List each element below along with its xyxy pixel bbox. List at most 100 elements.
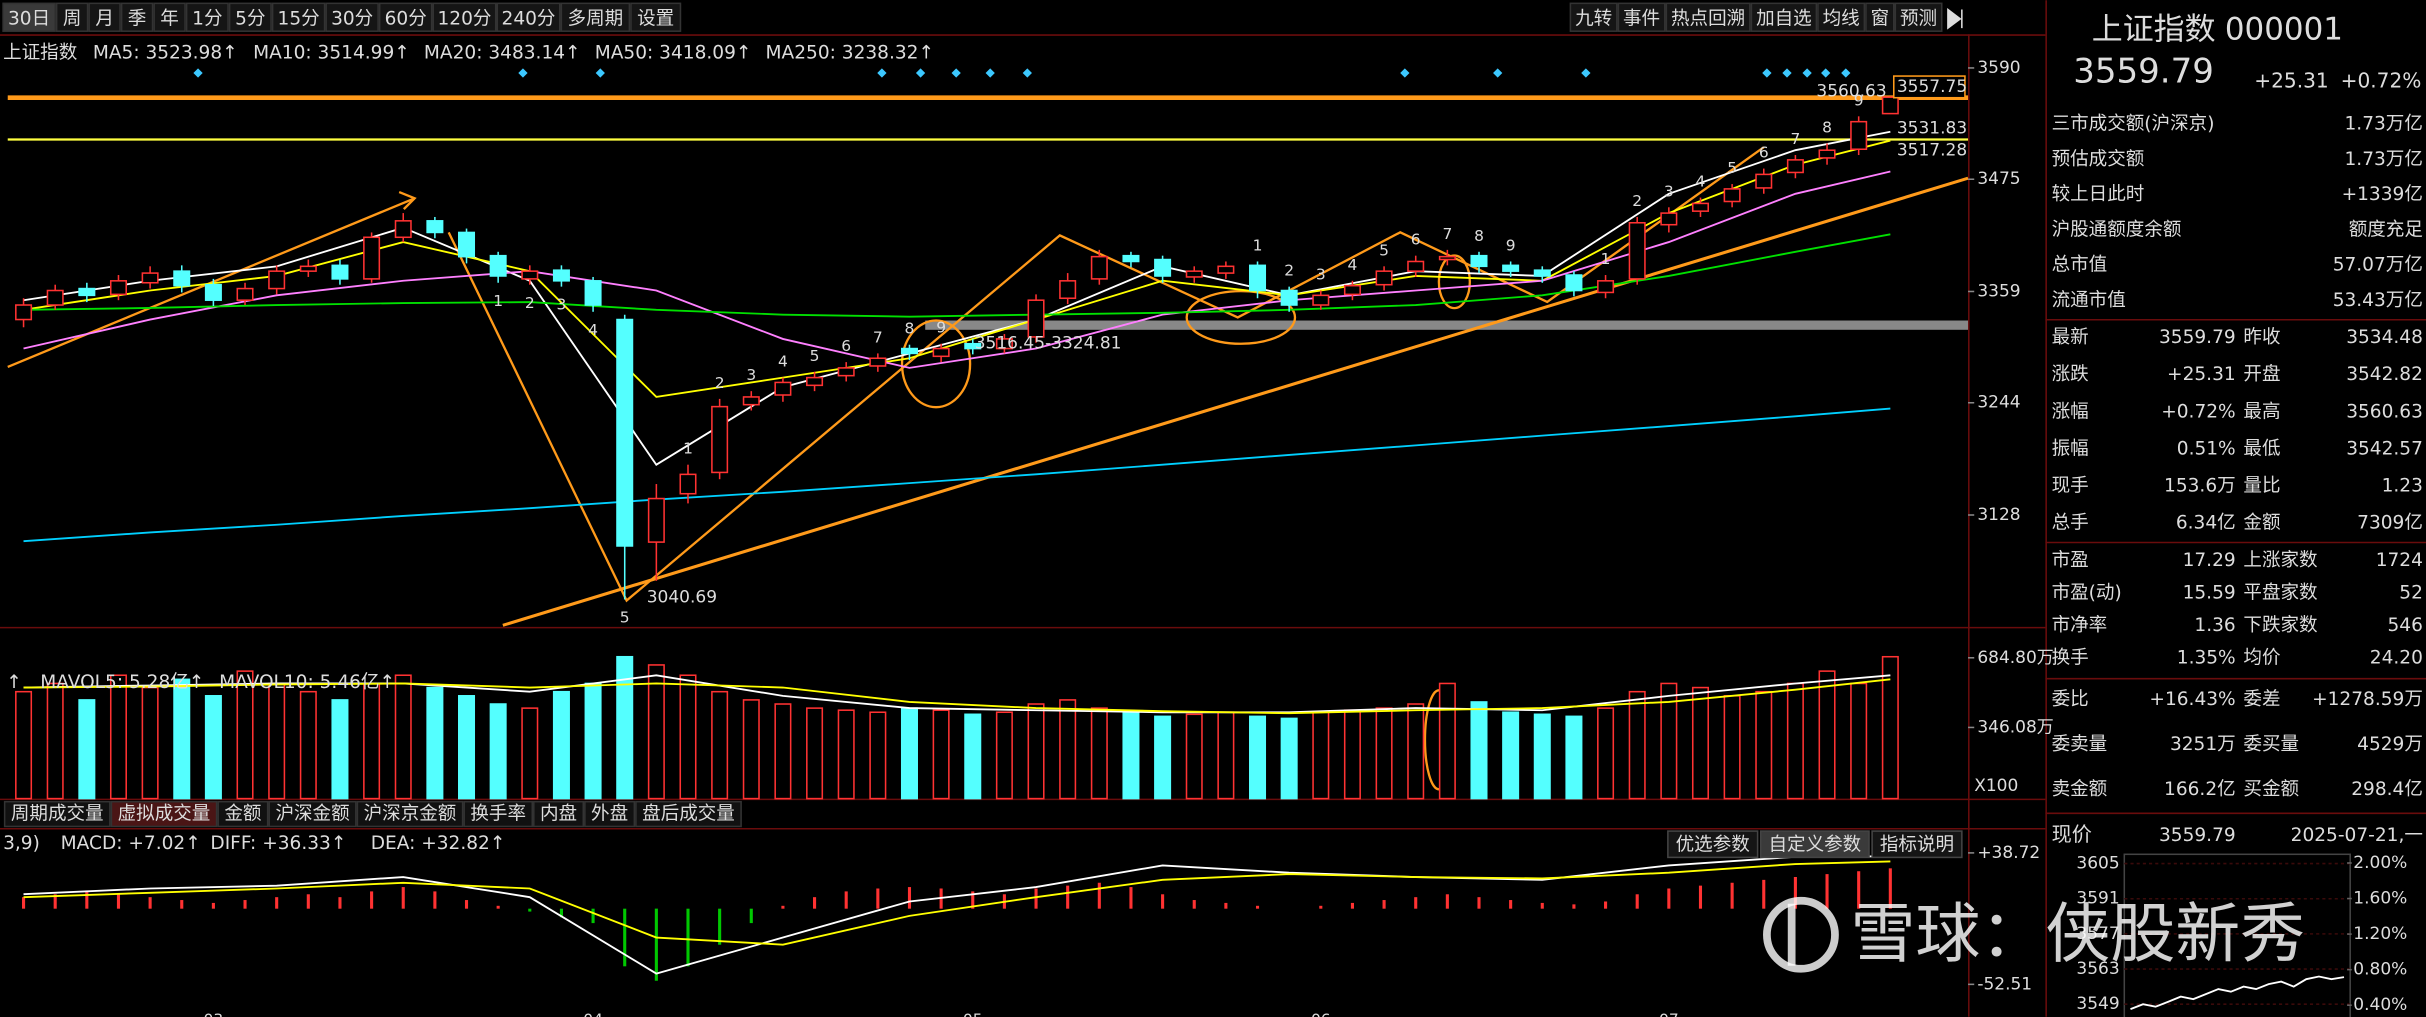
- signal-diamonds: [193, 68, 1851, 78]
- tool-button[interactable]: [1665, 2, 1751, 32]
- candle-body: [837, 367, 855, 377]
- candle-body: [141, 272, 159, 284]
- quote-value: 546: [2387, 615, 2422, 636]
- period-button[interactable]: [378, 2, 433, 32]
- quote-value: +1339亿: [2342, 184, 2423, 205]
- period-button[interactable]: [228, 2, 272, 32]
- indicator-button[interactable]: [1759, 830, 1870, 859]
- tool-button[interactable]: [1750, 2, 1818, 32]
- period-button[interactable]: [630, 2, 682, 32]
- quote-value: 3560.63: [2346, 401, 2423, 422]
- period-button[interactable]: [185, 2, 229, 32]
- nine-turn-count: 1: [1253, 237, 1263, 255]
- quote-label: 较上日此时: [2052, 184, 2145, 205]
- tool-button[interactable]: [1865, 2, 1895, 32]
- tool-button[interactable]: [1569, 2, 1618, 32]
- quote-value: +0.72%: [2161, 401, 2235, 422]
- indicator-button[interactable]: [1871, 830, 1963, 859]
- candle-body: [1343, 284, 1361, 296]
- quote-value: 1.36: [2194, 615, 2235, 636]
- volume-bar: [141, 686, 159, 800]
- y-tick-label: 346.08万: [1977, 717, 2053, 737]
- candle-body: [1533, 269, 1551, 277]
- security-name: 上证指数: [2092, 12, 2216, 48]
- nine-turn-count: 8: [1822, 118, 1832, 136]
- trend-line: [447, 146, 1765, 603]
- indicator-tab[interactable]: [463, 800, 534, 828]
- quote-label: 量比: [2243, 476, 2280, 497]
- volume-bar: [46, 682, 64, 800]
- indicator-line: [23, 130, 1891, 466]
- quote-value: +1278.59万: [2312, 689, 2423, 710]
- indicator-tab-label: 虚拟成交量: [118, 804, 211, 825]
- candle-body: [552, 269, 570, 282]
- nine-turn-count: 6: [1759, 144, 1769, 162]
- candle-body: [236, 287, 254, 301]
- candle-body: [363, 236, 381, 280]
- volume-bar: [869, 711, 887, 800]
- price-annotation: 3531.83: [1897, 119, 1967, 139]
- indicator-tab[interactable]: [217, 800, 269, 828]
- nine-turn-count: 1: [493, 292, 503, 310]
- last-price: 3559.79: [2073, 51, 2214, 91]
- period-label: 多周期: [568, 8, 624, 29]
- indicator-tab-label: 周期成交量: [11, 804, 104, 825]
- quote-label: 市盈: [2052, 550, 2089, 571]
- period-button[interactable]: [153, 2, 186, 32]
- period-button[interactable]: [55, 2, 89, 32]
- quote-value: 1.23: [2382, 476, 2423, 497]
- x-axis-label: 07: [1659, 1010, 1679, 1017]
- period-button[interactable]: [432, 2, 497, 32]
- indicator-tab[interactable]: [635, 800, 742, 828]
- candle-body: [268, 270, 286, 290]
- tool-label: 窗: [1871, 8, 1890, 29]
- candle-body: [1502, 264, 1520, 272]
- volume-bar: [1502, 711, 1520, 800]
- indicator-tab[interactable]: [110, 800, 218, 828]
- volume-bar: [1533, 713, 1551, 800]
- indicator-tab[interactable]: [268, 800, 357, 828]
- period-button[interactable]: [271, 2, 326, 32]
- period-button[interactable]: [496, 2, 561, 32]
- nine-turn-count: 9: [1854, 91, 1864, 109]
- volume-bar: [268, 682, 286, 800]
- volume-bar: [1090, 707, 1108, 800]
- expand-icon[interactable]: [1947, 7, 1963, 30]
- nine-turn-count: 2: [1632, 192, 1642, 210]
- volume-bar: [932, 709, 950, 800]
- candle-body: [584, 280, 602, 306]
- volume-bar: [173, 678, 191, 800]
- quote-value: 52: [2399, 582, 2423, 603]
- period-button[interactable]: [120, 2, 154, 32]
- indicator-tab[interactable]: [356, 800, 464, 828]
- indicator-tab-label: 外盘: [591, 804, 628, 825]
- quote-label: 开盘: [2243, 364, 2280, 385]
- tool-button[interactable]: [1817, 2, 1866, 32]
- quote-label: 均价: [2243, 647, 2280, 668]
- quote-label: 涨幅: [2052, 401, 2089, 422]
- watermark: 雪球：侠股新秀: [1850, 897, 2305, 972]
- candle-body: [1470, 254, 1488, 268]
- indicator-tab[interactable]: [533, 800, 585, 828]
- tool-button[interactable]: [1894, 2, 1943, 32]
- candle-body: [173, 270, 191, 287]
- period-button[interactable]: [2, 2, 56, 32]
- period-button[interactable]: [560, 2, 631, 32]
- quote-value: 0.51%: [2177, 438, 2236, 459]
- volume-bar: [236, 670, 254, 800]
- period-label: 设置: [637, 8, 674, 29]
- volume-bar: [584, 682, 602, 800]
- volume-bar: [1059, 699, 1077, 800]
- y2-tick-label: 0.40%: [2353, 995, 2407, 1015]
- period-button[interactable]: [88, 2, 121, 32]
- candle-body: [995, 338, 1013, 350]
- candle-body: [78, 287, 96, 297]
- indicator-button[interactable]: [1667, 830, 1759, 859]
- nine-turn-count: 2: [715, 374, 725, 392]
- candle-body: [458, 231, 476, 258]
- candle-body: [331, 264, 349, 280]
- tool-button[interactable]: [1617, 2, 1666, 32]
- period-button[interactable]: [325, 2, 379, 32]
- indicator-tab[interactable]: [3, 800, 111, 828]
- indicator-tab[interactable]: [584, 800, 636, 828]
